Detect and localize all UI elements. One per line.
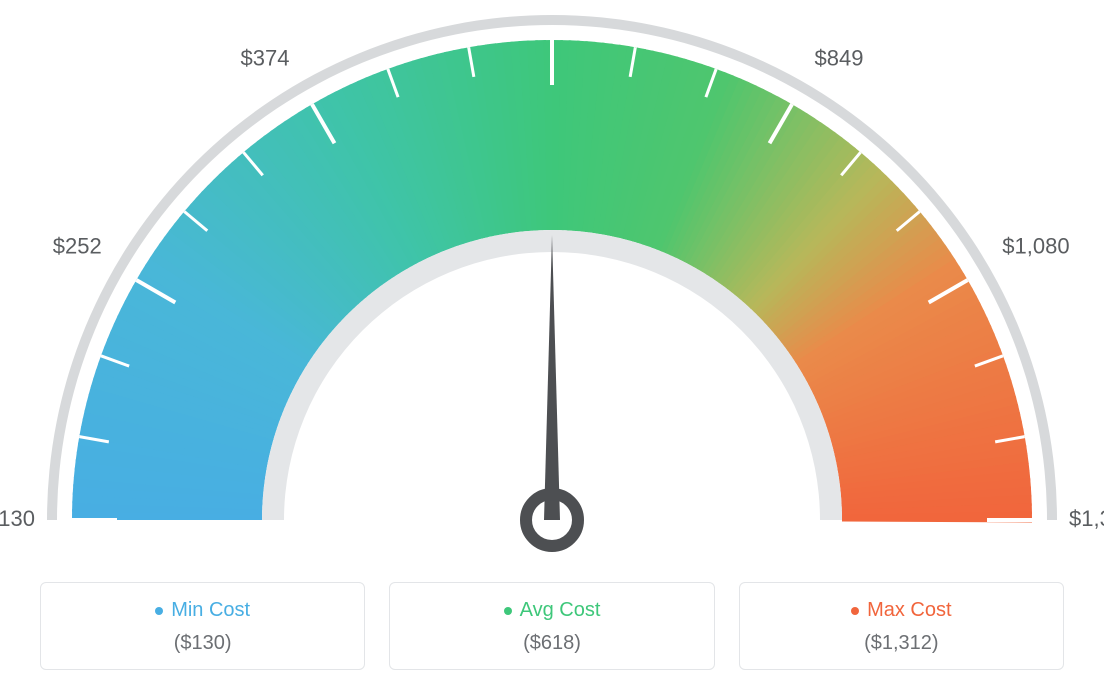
legend-label-text: Min Cost: [171, 599, 250, 622]
svg-text:$130: $130: [0, 506, 35, 531]
legend-card-max: Max Cost ($1,312): [739, 582, 1064, 670]
legend-label-text: Max Cost: [867, 599, 951, 622]
legend-card-avg: Avg Cost ($618): [389, 582, 714, 670]
svg-text:$1,080: $1,080: [1002, 234, 1069, 259]
legend-card-min: Min Cost ($130): [40, 582, 365, 670]
legend-label-min: Min Cost: [155, 599, 250, 622]
legend: Min Cost ($130) Avg Cost ($618) Max Cost…: [40, 582, 1064, 670]
chart-container: $130$252$374$618$849$1,080$1,312 Min Cos…: [0, 0, 1104, 690]
legend-value-avg: ($618): [400, 632, 703, 655]
gauge-svg: $130$252$374$618$849$1,080$1,312: [0, 0, 1104, 560]
svg-text:$252: $252: [53, 234, 102, 259]
dot-icon: [155, 607, 163, 615]
legend-label-text: Avg Cost: [520, 599, 601, 622]
legend-label-avg: Avg Cost: [504, 599, 601, 622]
svg-text:$849: $849: [815, 46, 864, 71]
svg-text:$374: $374: [241, 46, 290, 71]
dot-icon: [504, 607, 512, 615]
dot-icon: [851, 607, 859, 615]
svg-text:$1,312: $1,312: [1069, 506, 1104, 531]
legend-label-max: Max Cost: [851, 599, 951, 622]
legend-value-max: ($1,312): [750, 632, 1053, 655]
legend-value-min: ($130): [51, 632, 354, 655]
gauge: $130$252$374$618$849$1,080$1,312: [0, 0, 1104, 560]
